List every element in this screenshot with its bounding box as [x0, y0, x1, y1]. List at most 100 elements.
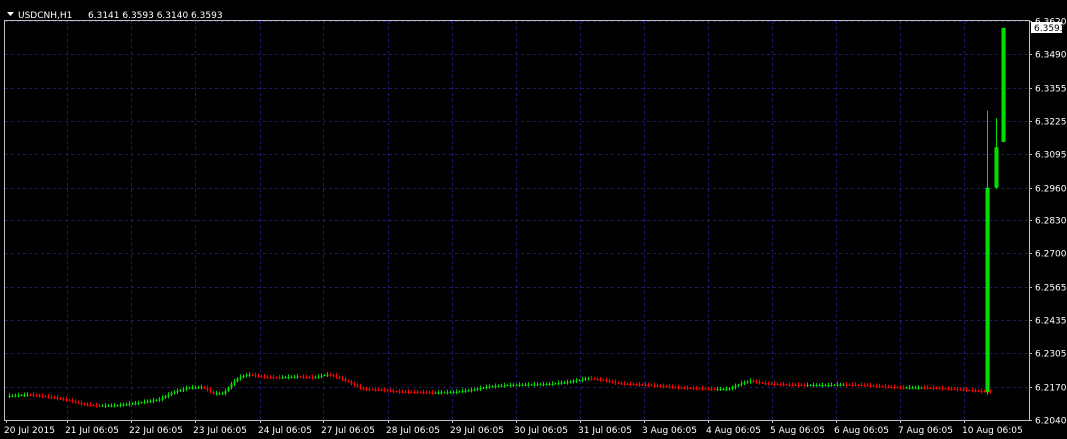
y-tick-label: 6.2830	[1035, 217, 1067, 227]
candle-up	[17, 392, 20, 398]
candle-up	[503, 382, 506, 388]
candle-up	[548, 381, 551, 386]
candle-up	[314, 375, 317, 379]
candle-down	[971, 387, 974, 393]
candle-up	[224, 388, 227, 396]
candle-down	[770, 382, 773, 386]
candle-up	[827, 382, 830, 387]
candle-down	[62, 396, 65, 402]
candle-up	[164, 395, 167, 399]
candle-down	[368, 386, 371, 392]
candle-up	[182, 386, 185, 392]
candle-down	[305, 374, 308, 379]
candle-down	[650, 384, 653, 387]
candle-up	[218, 391, 221, 395]
candle-down	[209, 387, 212, 394]
candle-up	[530, 383, 533, 386]
candle-up	[527, 382, 530, 387]
candle-down	[35, 393, 38, 397]
candle-down	[98, 403, 101, 408]
candle-down	[788, 382, 791, 387]
candle-down	[398, 388, 401, 394]
candle-down	[71, 398, 74, 404]
candle-down	[698, 387, 701, 390]
candle-up	[812, 382, 815, 388]
candle-down	[311, 374, 314, 380]
candle-down	[617, 381, 620, 385]
candle-up	[146, 399, 149, 404]
candle-down	[953, 387, 956, 391]
triangle-down-icon[interactable]	[7, 12, 14, 16]
x-axis: 20 Jul 2015 21 Jul 06:05 22 Jul 06:05 23 Ju…	[4, 420, 1023, 436]
candle-up	[116, 404, 119, 407]
candle-down	[383, 387, 386, 393]
candle-down	[266, 375, 269, 379]
candle-down	[878, 383, 881, 389]
candle-up	[449, 390, 452, 394]
candle-down	[92, 404, 95, 407]
candle-up	[248, 372, 251, 378]
candle-up	[152, 397, 155, 404]
candle-up	[215, 390, 218, 396]
candle-down	[272, 374, 275, 380]
candle-up	[560, 380, 563, 385]
candle-down	[782, 381, 785, 387]
candle-down	[800, 383, 803, 387]
y-tick-label: 6.3490	[1035, 51, 1067, 61]
candle-up	[221, 391, 224, 396]
candle-up	[521, 383, 524, 387]
candle-up	[509, 382, 512, 388]
candle-down	[260, 374, 263, 378]
candle-up	[20, 394, 23, 397]
candle-down	[947, 386, 950, 391]
candle-up	[185, 385, 188, 392]
candle-down	[689, 386, 692, 390]
candle-up	[143, 399, 146, 405]
candle-down	[419, 391, 422, 394]
candle-up	[119, 402, 122, 408]
candle-down	[857, 383, 860, 386]
candle-up	[188, 386, 191, 390]
candle-up	[296, 374, 299, 379]
candle-down	[773, 381, 776, 387]
candle-down	[797, 382, 800, 388]
candle-up	[836, 382, 839, 387]
candle-down	[761, 381, 764, 384]
candle-down	[605, 377, 608, 383]
candle-down	[941, 385, 944, 391]
candle-down	[692, 385, 695, 391]
candle-down	[590, 375, 593, 381]
candle-up	[512, 382, 515, 387]
x-tick-label: 20 Jul 2015	[4, 426, 55, 436]
candle-down	[374, 386, 377, 392]
candle-down	[41, 393, 44, 399]
candle-down	[80, 400, 83, 406]
candle-up	[443, 391, 446, 394]
candle-down	[404, 390, 407, 394]
candle-down	[965, 387, 968, 393]
candle-up	[545, 382, 548, 386]
candle-up	[749, 378, 752, 384]
symbol-label: USDCNH,H1	[18, 11, 72, 21]
candle-down	[53, 395, 56, 400]
x-tick-label: 4 Aug 06:05	[706, 426, 761, 436]
candle-down	[653, 382, 656, 388]
candle-up	[581, 376, 584, 383]
candle-up	[461, 388, 464, 394]
candle-down	[401, 389, 404, 394]
y-tick-label: 6.2565	[1035, 284, 1067, 294]
current-price-label: 6.3593	[1034, 24, 1066, 34]
candle-up	[467, 388, 470, 392]
candle-down	[935, 386, 938, 390]
candle-down	[59, 396, 62, 401]
candle-up	[536, 382, 539, 387]
candle-up	[197, 385, 200, 389]
candle-up	[281, 375, 284, 380]
candle-down	[203, 386, 206, 389]
candle-down	[392, 388, 395, 394]
candle-down	[974, 388, 977, 393]
candle-up	[446, 389, 449, 395]
candle-up	[122, 402, 125, 407]
candle-up	[728, 387, 731, 391]
